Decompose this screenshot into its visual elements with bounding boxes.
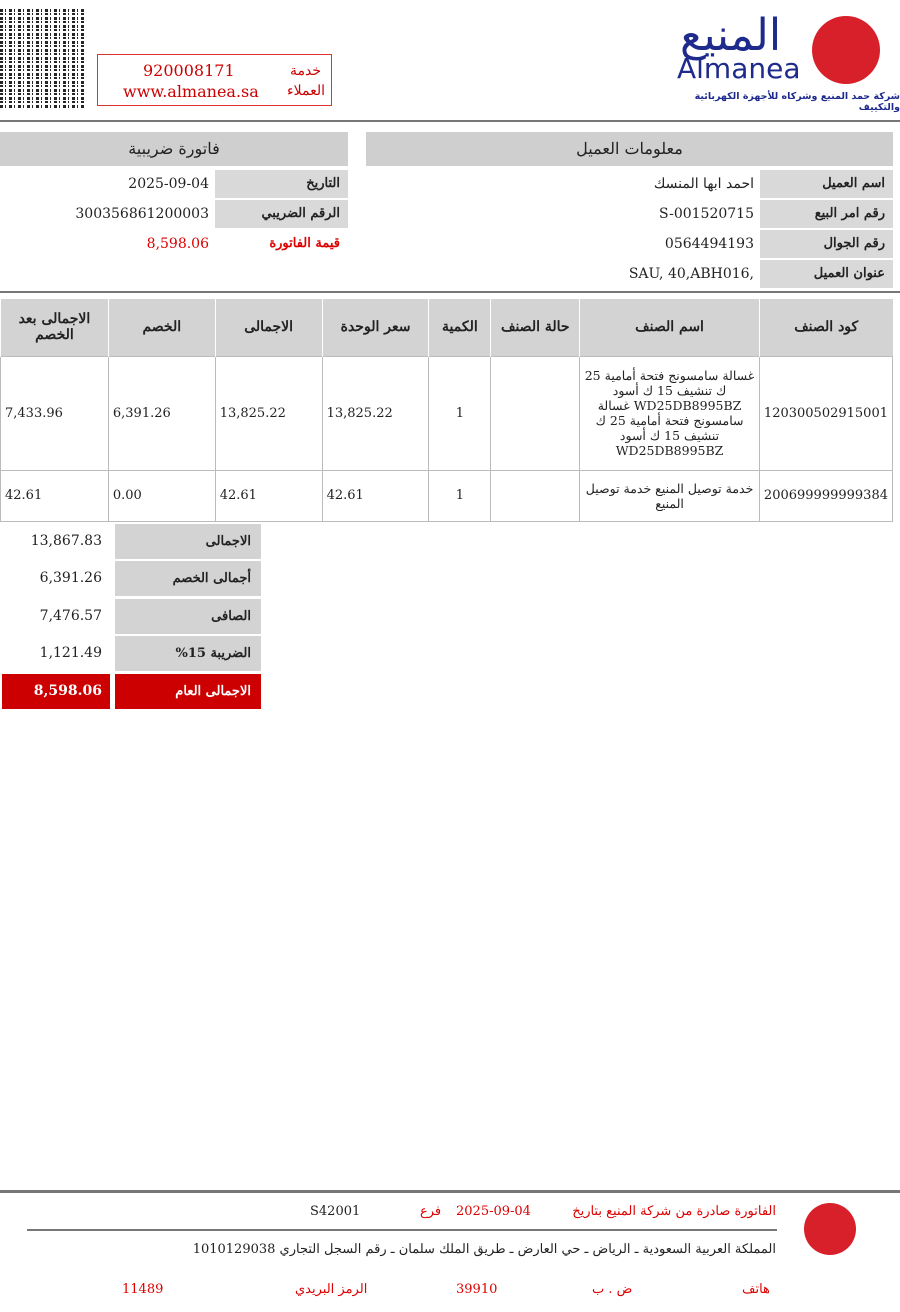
- cell: 42.61: [321, 469, 430, 522]
- postal-code: 11489: [122, 1282, 164, 1297]
- divider: [0, 1190, 900, 1193]
- col-total: الاجمالى: [214, 299, 323, 356]
- cell: 1: [428, 355, 492, 471]
- invoice-date: 2025-09-04: [128, 176, 209, 192]
- pobox: 39910: [456, 1282, 498, 1297]
- value: 6,391.26: [39, 570, 102, 586]
- branch-code: S42001: [310, 1204, 361, 1219]
- value: 1,121.49: [39, 645, 102, 661]
- logo-english: Almanea: [677, 52, 801, 85]
- label: الضريبة 15%: [115, 636, 261, 671]
- cell: 42.61: [214, 469, 323, 522]
- cell: 120300502915001: [758, 355, 894, 471]
- label: اسم العميل: [760, 170, 893, 198]
- logo-arabic: المنيع: [680, 10, 782, 61]
- service-phone: 920008171: [143, 61, 235, 80]
- service-label-2: العملاء: [287, 83, 325, 99]
- cell: 1: [428, 469, 492, 522]
- label: التاريخ: [215, 170, 348, 198]
- footer-logo-icon: [804, 1203, 856, 1255]
- label: الصافى: [115, 599, 261, 634]
- invoice-value: 8,598.06: [146, 236, 209, 252]
- label: الرقم الضريبي: [215, 200, 348, 228]
- col-name: اسم الصنف: [579, 299, 760, 356]
- cell: 7,433.96: [0, 355, 109, 471]
- cell: 200699999999384: [758, 469, 894, 522]
- net-row: الصافى 7,476.57: [0, 599, 261, 634]
- cell: [490, 469, 581, 522]
- tax-number: 300356861200003: [75, 206, 209, 222]
- col-status: حالة الصنف: [490, 299, 580, 356]
- label: رقم الجوال: [760, 230, 893, 258]
- cell: 6,391.26: [107, 355, 216, 471]
- label: عنوان العميل: [760, 260, 893, 288]
- divider: [27, 1229, 777, 1231]
- service-label: خدمة: [289, 63, 321, 79]
- postal-label: الرمز البريدي: [295, 1282, 368, 1297]
- mobile: 0564494193: [664, 236, 754, 252]
- label: أجمالى الخصم: [115, 561, 261, 596]
- label: الاجمالى: [115, 524, 261, 559]
- invoice-info: التاريخ 2025-09-04 الرقم الضريبي 300356861…: [0, 170, 348, 260]
- table-header: كود الصنف اسم الصنف حالة الصنف الكمية سع…: [0, 299, 893, 356]
- cell: 13,825.22: [214, 355, 323, 471]
- customer-info: اسم العميل احمد ابها المنسك رقم امر البيع…: [366, 170, 893, 290]
- logo-icon: [812, 16, 880, 84]
- pobox-label: ض . ب: [592, 1282, 633, 1297]
- col-code: كود الصنف: [758, 299, 893, 356]
- phone-label: هاتف: [742, 1282, 770, 1297]
- service-url[interactable]: www.almanea.sa: [123, 82, 259, 101]
- total-row: الاجمالى 13,867.83: [0, 524, 261, 559]
- logo-subtitle: شركة حمد المنيع وشركاه للأجهزة الكهربائي…: [694, 91, 900, 113]
- grand-total-row: الاجمالى العام 8,598.06: [0, 674, 261, 709]
- cell: 0.00: [107, 469, 216, 522]
- col-unit-price: سعر الوحدة: [321, 299, 429, 356]
- customer-info-title: معلومات العميل: [366, 132, 893, 166]
- label: قيمة الفاتورة: [215, 230, 348, 258]
- cell: 42.61: [0, 469, 109, 522]
- label: الاجمالى العام: [115, 674, 261, 709]
- qr-code: [0, 8, 84, 108]
- value: 7,476.57: [39, 608, 102, 624]
- cell: خدمة توصيل المنيع خدمة توصيل المنيع: [579, 469, 760, 522]
- customer-name: احمد ابها المنسك: [653, 176, 754, 192]
- company-address: المملكة العربية السعودية ـ الرياض ـ حي ا…: [192, 1242, 776, 1257]
- table-row: 120300502915001 غسالة سامسونج فتحة أمامي…: [0, 355, 894, 471]
- cell: 13,825.22: [321, 355, 430, 471]
- col-discount: الخصم: [107, 299, 216, 356]
- col-net: الاجمالى بعد الخصم: [0, 299, 109, 356]
- divider: [0, 291, 900, 293]
- footer-date: 2025-09-04: [456, 1204, 531, 1219]
- cell: [490, 355, 581, 471]
- cell: غسالة سامسونج فتحة أمامية 25 ك تنشيف 15 …: [579, 355, 760, 471]
- tax-row: الضريبة 15% 1,121.49: [0, 636, 261, 671]
- col-qty: الكمية: [428, 299, 491, 356]
- value: 13,867.83: [30, 533, 102, 549]
- issued-text: الفاتورة صادرة من شركة المنيع بتاريخ: [572, 1204, 776, 1219]
- label: رقم امر البيع: [760, 200, 893, 228]
- customer-service-box: 920008171 www.almanea.sa خدمة العملاء: [97, 54, 332, 106]
- items-table: كود الصنف اسم الصنف حالة الصنف الكمية سع…: [0, 299, 894, 522]
- invoice-title: فاتورة ضريبية: [0, 132, 348, 166]
- discount-row: أجمالى الخصم 6,391.26: [0, 561, 261, 596]
- divider: [0, 120, 900, 122]
- value: 8,598.06: [2, 674, 110, 709]
- branch-label: فرع: [420, 1204, 442, 1219]
- address: SAU, 40,ABH016,: [628, 266, 754, 282]
- table-row: 200699999999384 خدمة توصيل المنيع خدمة ت…: [0, 469, 894, 522]
- sales-order: S-001520715: [659, 206, 754, 222]
